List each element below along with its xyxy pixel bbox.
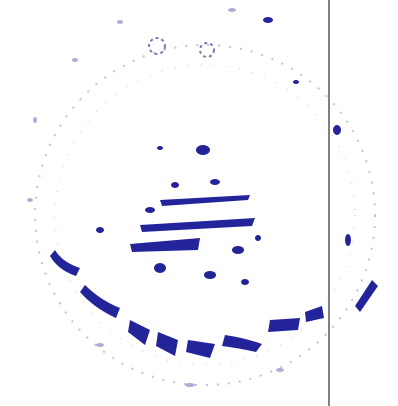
speck <box>33 117 37 123</box>
speck <box>96 343 104 347</box>
speck <box>72 58 78 62</box>
seal-dot <box>199 42 215 58</box>
speck <box>196 145 210 155</box>
speck <box>293 80 299 84</box>
speck <box>145 207 155 213</box>
stroke <box>50 250 80 276</box>
stroke <box>80 285 120 318</box>
speck <box>157 146 163 150</box>
speck <box>204 271 216 279</box>
stroke <box>355 280 378 312</box>
stroke <box>130 238 200 252</box>
speck <box>345 234 351 246</box>
speck <box>96 227 104 233</box>
speck <box>255 235 261 241</box>
speck <box>263 17 273 23</box>
seal-inner-ring <box>54 64 356 366</box>
speck <box>241 279 249 285</box>
stroke <box>305 306 324 322</box>
speck <box>27 198 33 202</box>
speck <box>228 8 236 12</box>
stroke <box>140 218 255 232</box>
bottom-arc <box>27 125 378 387</box>
stroke <box>156 332 178 356</box>
speck <box>333 125 341 135</box>
speck <box>171 182 179 188</box>
stroke <box>268 318 300 332</box>
top-marks <box>33 8 299 123</box>
stroke <box>186 340 215 358</box>
speck <box>154 263 166 273</box>
stroke <box>128 320 150 345</box>
speck <box>276 368 284 372</box>
seal-outer-ring <box>34 44 376 386</box>
center-marks <box>96 145 261 285</box>
stroke <box>222 335 262 352</box>
stroke <box>160 195 250 206</box>
speck <box>117 20 123 24</box>
speck <box>210 179 220 185</box>
speck <box>232 246 244 254</box>
speck <box>185 383 195 387</box>
seal-dot <box>148 37 166 55</box>
